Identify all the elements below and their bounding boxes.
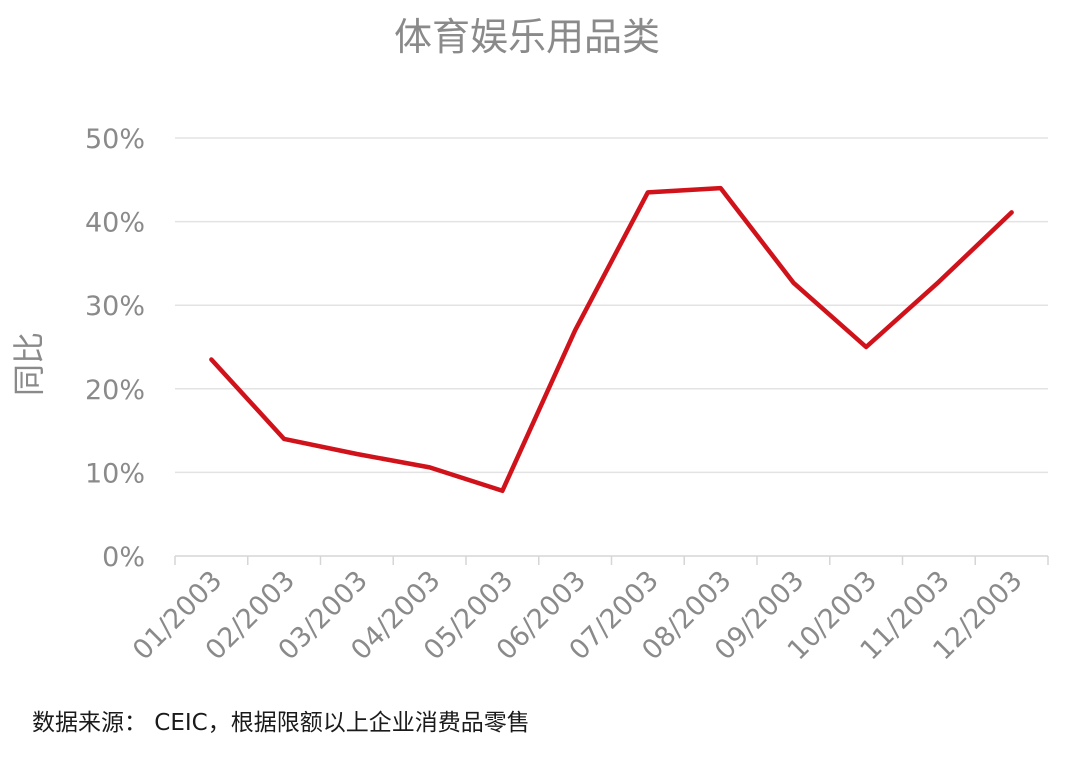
y-tick-label: 0% bbox=[102, 542, 145, 573]
y-tick-label: 10% bbox=[85, 458, 145, 489]
y-tick-label: 30% bbox=[85, 291, 145, 322]
x-tick-labels: 01/200302/200303/200304/200305/200306/20… bbox=[127, 565, 1028, 666]
gridlines bbox=[174, 137, 1049, 565]
y-axis-label: 同比 bbox=[10, 332, 48, 396]
y-tick-label: 40% bbox=[85, 208, 145, 239]
series-line bbox=[209, 185, 1014, 494]
y-tick-labels: 0% 10% 20% 30% 40% 50% bbox=[85, 124, 145, 573]
y-tick-label: 50% bbox=[85, 124, 145, 155]
y-tick-label: 20% bbox=[85, 375, 145, 406]
source-note: 数据来源： CEIC，根据限额以上企业消费品零售 bbox=[32, 710, 530, 736]
chart-title: 体育娱乐用品类 bbox=[394, 15, 660, 59]
line-chart: 体育娱乐用品类 同比 0% 10% 20% 30% 40% 50% 01/200302/2… bbox=[10, 15, 1049, 666]
series-lines bbox=[209, 185, 1014, 494]
